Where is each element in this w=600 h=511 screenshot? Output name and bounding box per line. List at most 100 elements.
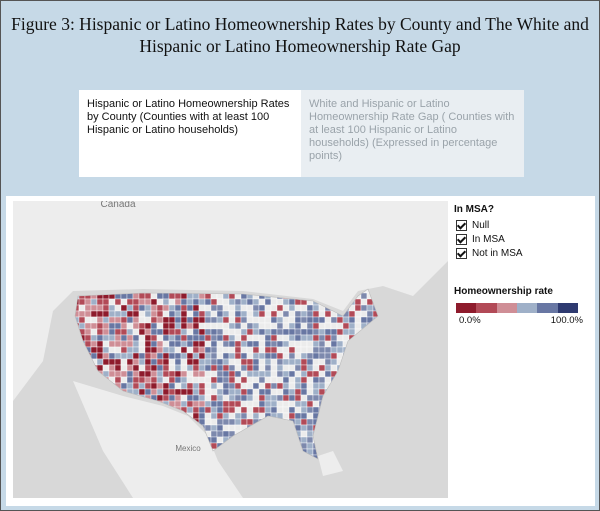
county[interactable] — [234, 334, 242, 342]
county[interactable] — [174, 400, 182, 408]
county[interactable] — [258, 298, 266, 306]
county[interactable] — [252, 364, 260, 372]
county[interactable] — [258, 328, 266, 336]
county[interactable] — [222, 394, 230, 402]
county[interactable] — [270, 316, 278, 324]
county[interactable] — [288, 382, 296, 390]
county[interactable] — [168, 334, 176, 342]
county[interactable] — [294, 382, 302, 390]
county[interactable] — [300, 436, 308, 444]
county[interactable] — [300, 394, 308, 402]
county[interactable] — [270, 370, 278, 378]
county[interactable] — [312, 346, 320, 354]
county[interactable] — [186, 364, 194, 372]
county[interactable] — [156, 376, 164, 384]
county[interactable] — [258, 394, 266, 402]
county[interactable] — [132, 322, 140, 330]
county[interactable] — [276, 352, 284, 360]
county[interactable] — [264, 388, 272, 396]
county[interactable] — [276, 370, 284, 378]
county[interactable] — [240, 370, 248, 378]
county[interactable] — [258, 346, 266, 354]
county[interactable] — [168, 382, 176, 390]
county[interactable] — [282, 364, 290, 372]
county[interactable] — [150, 316, 158, 324]
county[interactable] — [270, 334, 278, 342]
county[interactable] — [270, 376, 278, 384]
county[interactable] — [318, 322, 326, 330]
county[interactable] — [306, 310, 314, 318]
county[interactable] — [162, 358, 170, 366]
county[interactable] — [198, 400, 206, 408]
county[interactable] — [210, 436, 218, 444]
county[interactable] — [252, 298, 260, 306]
county[interactable] — [318, 358, 326, 366]
county[interactable] — [156, 352, 164, 360]
county[interactable] — [252, 406, 260, 414]
county[interactable] — [270, 388, 278, 396]
county[interactable] — [276, 298, 284, 306]
county[interactable] — [132, 364, 140, 372]
county[interactable] — [234, 418, 242, 426]
county[interactable] — [240, 418, 248, 426]
county[interactable] — [96, 298, 104, 306]
county[interactable] — [216, 304, 224, 312]
county[interactable] — [204, 298, 212, 306]
county[interactable] — [210, 382, 218, 390]
county[interactable] — [144, 298, 152, 306]
county[interactable] — [180, 394, 188, 402]
county[interactable] — [96, 334, 104, 342]
county[interactable] — [120, 310, 128, 318]
county[interactable] — [240, 394, 248, 402]
county[interactable] — [168, 322, 176, 330]
county[interactable] — [144, 352, 152, 360]
county[interactable] — [90, 328, 98, 336]
county[interactable] — [114, 316, 122, 324]
county[interactable] — [156, 316, 164, 324]
county[interactable] — [306, 430, 314, 438]
county[interactable] — [198, 364, 206, 372]
county[interactable] — [156, 382, 164, 390]
county[interactable] — [282, 388, 290, 396]
county[interactable] — [108, 334, 116, 342]
county[interactable] — [210, 418, 218, 426]
county[interactable] — [288, 388, 296, 396]
county[interactable] — [312, 316, 320, 324]
county[interactable] — [138, 292, 146, 300]
county[interactable] — [252, 394, 260, 402]
county[interactable] — [204, 346, 212, 354]
county[interactable] — [150, 298, 158, 306]
county[interactable] — [276, 334, 284, 342]
county[interactable] — [228, 340, 236, 348]
county[interactable] — [138, 304, 146, 312]
county[interactable] — [354, 298, 362, 306]
county[interactable] — [156, 298, 164, 306]
county[interactable] — [138, 340, 146, 348]
county[interactable] — [258, 304, 266, 312]
county[interactable] — [186, 370, 194, 378]
county[interactable] — [126, 346, 134, 354]
county[interactable] — [90, 334, 98, 342]
county[interactable] — [330, 334, 338, 342]
county[interactable] — [216, 394, 224, 402]
county[interactable] — [84, 316, 92, 324]
county[interactable] — [228, 358, 236, 366]
county[interactable] — [198, 340, 206, 348]
county[interactable] — [156, 292, 164, 300]
county[interactable] — [222, 304, 230, 312]
county[interactable] — [336, 346, 344, 354]
county[interactable] — [192, 322, 200, 330]
county[interactable] — [288, 412, 296, 420]
county[interactable] — [300, 316, 308, 324]
county[interactable] — [306, 382, 314, 390]
county[interactable] — [114, 352, 122, 360]
county[interactable] — [138, 346, 146, 354]
county[interactable] — [162, 376, 170, 384]
county[interactable] — [318, 316, 326, 324]
county[interactable] — [132, 328, 140, 336]
county[interactable] — [180, 304, 188, 312]
county[interactable] — [198, 316, 206, 324]
county[interactable] — [276, 340, 284, 348]
county[interactable] — [228, 382, 236, 390]
county[interactable] — [84, 322, 92, 330]
